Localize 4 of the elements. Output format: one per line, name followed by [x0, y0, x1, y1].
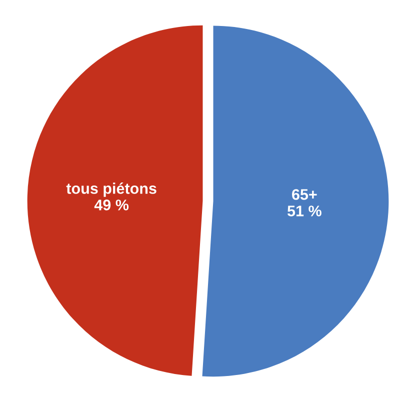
- slice-label: 65+: [292, 189, 317, 200]
- slice-label: tous piétons: [66, 182, 156, 197]
- data-label: 51 %: [287, 206, 322, 216]
- data-label: 49 %: [94, 200, 129, 210]
